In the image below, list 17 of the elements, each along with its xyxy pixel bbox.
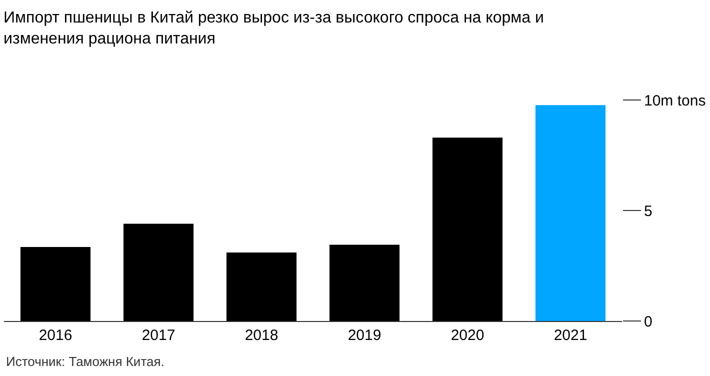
bar: [226, 252, 297, 321]
y-tick-label: 10m tons: [644, 92, 706, 110]
bar: [535, 105, 606, 321]
x-tick-label: 2021: [554, 327, 588, 344]
x-tick-label: 2018: [244, 327, 278, 344]
text: Источник: Таможня Китая.: [6, 354, 164, 369]
x-tick-label: 2017: [142, 327, 176, 344]
y-tick-label: 5: [644, 202, 652, 220]
bar: [123, 224, 194, 321]
chart-title: Импорт пшеницы в Китай резко вырос из-за высокого спроса на корма и изменения рациона питания: [4, 10, 544, 48]
y-tick-label: 0: [644, 313, 652, 330]
bar: [329, 244, 400, 321]
x-tick-label: 2019: [348, 327, 382, 344]
x-tick-label: 2020: [450, 327, 484, 344]
x-tick-label: 2016: [38, 327, 72, 344]
bar: [20, 246, 91, 321]
bar: [432, 138, 503, 321]
